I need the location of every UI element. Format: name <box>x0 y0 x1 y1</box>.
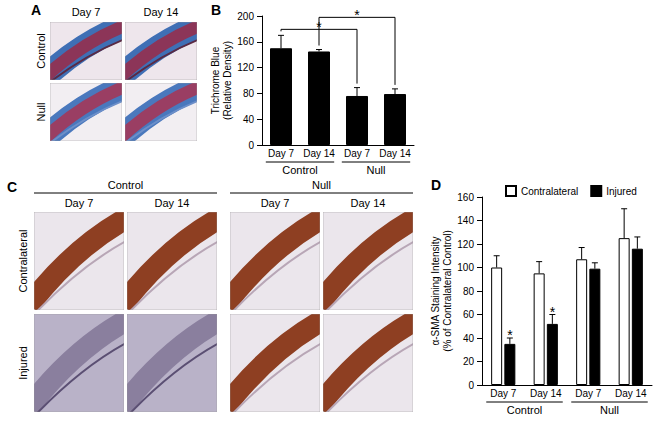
svg-text:Control: Control <box>507 404 542 416</box>
svg-text:100: 100 <box>457 262 474 273</box>
svg-text:Contralateral: Contralateral <box>521 186 578 197</box>
svg-text:Trichrome Blue: Trichrome Blue <box>210 46 221 114</box>
svg-text:Contralateral: Contralateral <box>17 230 29 293</box>
svg-text:Day 14: Day 14 <box>351 197 386 209</box>
svg-text:120: 120 <box>457 239 474 250</box>
svg-text:*: * <box>550 304 556 320</box>
svg-text:140: 140 <box>457 215 474 226</box>
svg-text:Control: Control <box>282 164 317 176</box>
svg-text:Day 7: Day 7 <box>490 388 517 399</box>
svg-text:D: D <box>431 177 441 193</box>
svg-text:Day 14: Day 14 <box>379 148 411 159</box>
svg-text:(Relative Density): (Relative Density) <box>222 41 233 120</box>
svg-text:160: 160 <box>457 192 474 203</box>
svg-text:Injured: Injured <box>606 186 637 197</box>
svg-text:160: 160 <box>237 36 254 47</box>
svg-text:80: 80 <box>243 88 255 99</box>
svg-text:Day 14: Day 14 <box>615 388 647 399</box>
svg-text:0: 0 <box>468 380 474 391</box>
svg-text:Day 14: Day 14 <box>155 197 190 209</box>
svg-text:Control: Control <box>35 33 47 68</box>
svg-text:Day 7: Day 7 <box>344 148 371 159</box>
svg-text:120: 120 <box>237 62 254 73</box>
svg-text:Injured: Injured <box>17 346 29 380</box>
svg-text:40: 40 <box>463 333 475 344</box>
svg-text:Day 7: Day 7 <box>261 197 290 209</box>
svg-text:0: 0 <box>248 140 254 151</box>
svg-text:Day 14: Day 14 <box>303 148 335 159</box>
svg-text:Null: Null <box>367 164 386 176</box>
svg-text:Null: Null <box>35 103 47 122</box>
svg-text:C: C <box>7 179 17 195</box>
svg-text:Null: Null <box>600 404 619 416</box>
svg-text:200: 200 <box>237 11 254 22</box>
svg-text:20: 20 <box>463 356 475 367</box>
svg-text:Day 7: Day 7 <box>268 148 295 159</box>
svg-text:Day 7: Day 7 <box>72 6 101 18</box>
svg-text:B: B <box>211 2 221 18</box>
svg-text:60: 60 <box>463 309 475 320</box>
svg-text:Control: Control <box>108 179 143 191</box>
svg-text:Day 14: Day 14 <box>144 6 179 18</box>
svg-text:A: A <box>31 2 41 18</box>
svg-text:α-SMA Staining Intensity: α-SMA Staining Intensity <box>430 236 441 345</box>
svg-text:*: * <box>507 327 513 343</box>
svg-text:40: 40 <box>243 114 255 125</box>
svg-text:Day 7: Day 7 <box>575 388 602 399</box>
svg-text:*: * <box>354 7 360 23</box>
svg-text:Null: Null <box>312 179 331 191</box>
svg-text:(% of Contralateral Control): (% of Contralateral Control) <box>442 230 453 352</box>
svg-text:80: 80 <box>463 286 475 297</box>
svg-text:Day 7: Day 7 <box>65 197 94 209</box>
svg-text:Day 14: Day 14 <box>530 388 562 399</box>
